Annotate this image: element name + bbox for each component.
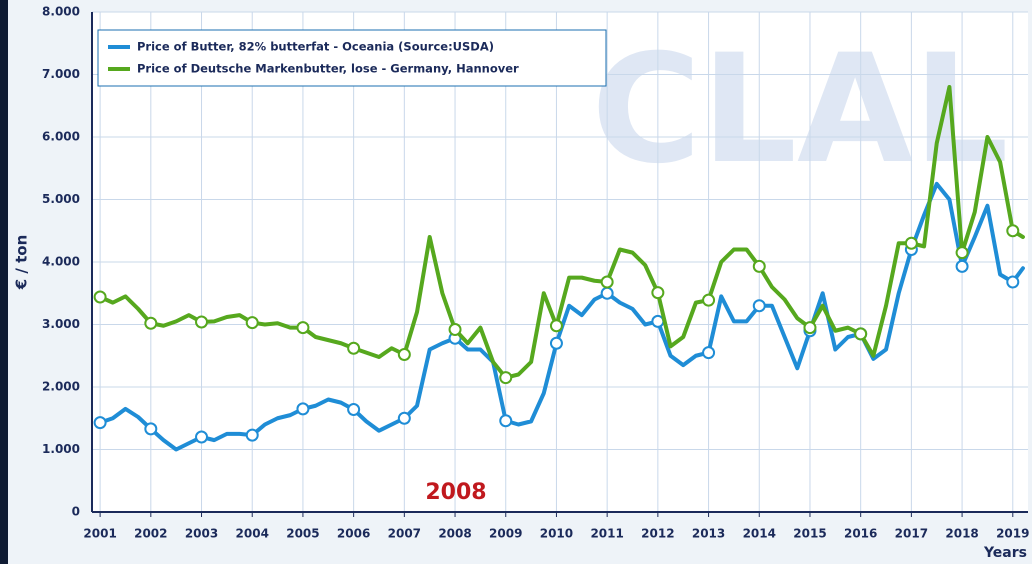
point-marker [347,403,361,416]
x-tick-label: 2014 [743,527,776,541]
point-marker [296,402,310,416]
x-tick-label: 2007 [388,527,421,541]
y-tick-label: 4.000 [42,255,80,269]
x-tick-label: 2004 [236,527,269,541]
x-tick-label: 2010 [540,527,573,541]
point-marker [1006,224,1020,238]
point-marker [1006,275,1020,289]
x-tick-label: 2001 [83,527,116,541]
point-marker [195,430,209,444]
y-tick-label: 5.000 [42,192,80,206]
x-tick-label: 2018 [945,527,978,541]
point-marker [397,411,411,425]
y-tick-label: 0 [72,505,80,519]
x-tick-label: 2009 [489,527,522,541]
point-marker [803,321,817,335]
point-marker [854,327,868,341]
x-tick-label: 2002 [134,527,167,541]
point-marker [651,286,665,300]
x-tick-label: 2016 [844,527,877,541]
x-axis-label: Years [983,545,1027,561]
x-tick-label: 2013 [692,527,725,541]
legend-label: Price of Butter, 82% butterfat - Oceania… [137,40,494,54]
point-marker [549,319,563,333]
x-tick-label: 2012 [641,527,674,541]
y-tick-label: 2.000 [42,380,80,394]
x-tick-label: 2008 [438,527,471,541]
point-marker [93,290,107,304]
x-tick-label: 2011 [590,527,623,541]
y-tick-label: 1.000 [42,442,80,456]
point-marker [93,416,107,430]
point-marker [955,246,969,260]
watermark: CLAL [591,23,1008,197]
point-marker [245,428,259,442]
point-marker [347,341,361,355]
legend [97,29,607,87]
point-marker [702,293,716,307]
annotation: 2008 [425,480,486,505]
point-marker [499,414,513,428]
y-tick-label: 3.000 [42,317,80,331]
y-axis-label: € / ton [13,235,31,291]
point-marker [752,299,766,313]
y-tick-label: 7.000 [42,67,80,81]
point-marker [499,371,513,385]
point-marker [144,422,158,436]
point-marker [144,316,158,330]
x-tick-label: 2019 [996,527,1029,541]
x-tick-label: 2003 [185,527,218,541]
point-marker [245,316,259,330]
point-marker [955,259,969,273]
y-tick-label: 8.000 [42,5,80,19]
y-tick-label: 6.000 [42,130,80,144]
point-marker [549,336,563,350]
point-marker [752,259,766,273]
point-marker [904,236,918,250]
side-border [0,0,8,564]
point-marker [702,346,716,360]
point-marker [600,286,614,300]
x-tick-label: 2006 [337,527,370,541]
x-tick-label: 2015 [793,527,826,541]
x-tick-label: 2017 [895,527,928,541]
point-marker [448,323,462,336]
x-tick-label: 2005 [286,527,319,541]
legend-label: Price of Deutsche Markenbutter, lose - G… [137,62,519,76]
point-marker [397,348,411,361]
point-marker [296,321,310,335]
point-marker [195,315,209,329]
point-marker [600,275,614,289]
